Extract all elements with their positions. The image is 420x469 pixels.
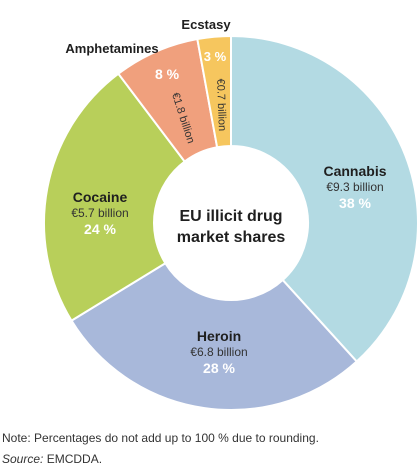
source-label: Source: xyxy=(2,452,44,466)
center-title-line-1: EU illicit drug xyxy=(179,208,282,225)
slice-ecstasy xyxy=(196,34,232,149)
percent-ecstasy: 3 % xyxy=(204,49,227,64)
label-heroin: Heroin xyxy=(197,328,241,344)
label-cocaine: Cocaine xyxy=(73,189,128,205)
label-ecstasy: Ecstasy xyxy=(181,17,231,32)
label-cannabis: Cannabis xyxy=(323,163,386,179)
center-title-line-2: market shares xyxy=(177,229,286,246)
value-heroin: €6.8 billion xyxy=(190,345,247,359)
percent-heroin: 28 % xyxy=(203,360,235,376)
value-cannabis: €9.3 billion xyxy=(326,180,383,194)
slice-heroin xyxy=(70,261,359,411)
source-line: Source: EMCDDA. xyxy=(2,452,102,466)
slice-cocaine xyxy=(43,72,187,323)
footnote: Note: Percentages do not add up to 100 %… xyxy=(2,431,319,445)
percent-amphetamines: 8 % xyxy=(155,66,180,82)
percent-cannabis: 38 % xyxy=(339,195,371,211)
percent-cocaine: 24 % xyxy=(84,221,116,237)
value-cocaine: €5.7 billion xyxy=(71,206,128,220)
slices xyxy=(43,34,419,411)
label-amphetamines: Amphetamines xyxy=(65,41,158,56)
source-value: EMCDDA. xyxy=(43,452,103,466)
slice-cannabis xyxy=(230,34,419,363)
value-ecstasy: €0.7 billion xyxy=(214,78,228,131)
